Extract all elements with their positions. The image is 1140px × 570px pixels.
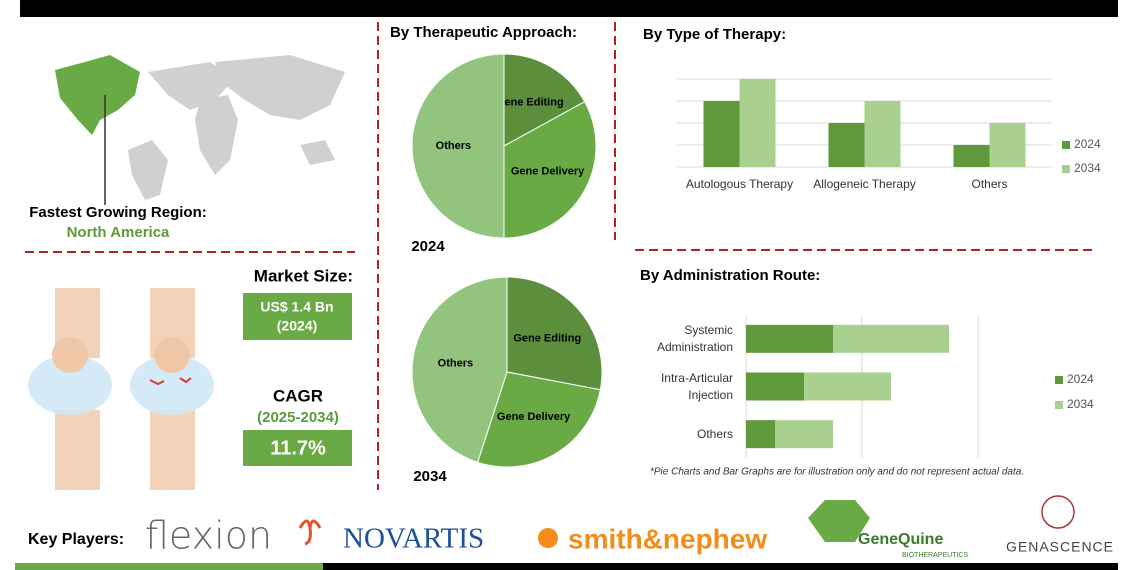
bar <box>804 372 891 401</box>
legend-label: 2024 <box>1074 137 1101 151</box>
x-tick-label: Others <box>971 177 1007 191</box>
slice-label: Gene Editing <box>513 333 581 345</box>
company-logo: flexion <box>145 514 272 558</box>
region-value: North America <box>67 224 170 241</box>
pie-slice <box>411 276 508 463</box>
cagr-label: CAGR <box>273 386 323 405</box>
slice-label: Others <box>436 140 471 152</box>
knee-illustration <box>28 288 214 490</box>
genascence-icon <box>1041 495 1075 529</box>
bar <box>739 79 776 167</box>
pie-year: 2024 <box>411 238 445 255</box>
cagr-box <box>243 430 352 466</box>
slice-label: Gene Editing <box>496 96 564 108</box>
company-logo: smith&nephew <box>568 523 767 554</box>
section-title: By Type of Therapy: <box>643 26 786 43</box>
pie-year: 2034 <box>413 468 447 485</box>
company-logo: GENASCENCE <box>1006 539 1114 555</box>
north-america <box>55 55 140 135</box>
section-title: By Therapeutic Approach: <box>390 24 577 41</box>
pie-slice <box>506 276 603 391</box>
region-label: Fastest Growing Region: <box>29 204 207 221</box>
market-size-value: US$ 1.4 Bn <box>260 299 333 315</box>
bar <box>775 420 833 449</box>
bar <box>953 145 990 167</box>
company-logo: GeneQuine <box>858 531 943 548</box>
section-title: By Administration Route: <box>640 267 820 284</box>
market-size-year: (2024) <box>277 318 317 334</box>
legend-swatch <box>1062 165 1070 173</box>
pie-slice <box>503 100 597 239</box>
bar <box>828 123 865 167</box>
slice-label: Gene Delivery <box>511 166 585 178</box>
x-tick-label: Autologous Therapy <box>686 177 793 191</box>
market-size-box <box>243 293 352 340</box>
company-logo: NOVARTIS <box>343 523 484 555</box>
world-map <box>128 55 345 200</box>
pie-slice <box>477 371 601 468</box>
market-size-label: Market Size: <box>254 266 353 285</box>
y-tick-label: Others <box>696 426 733 441</box>
slice-label: Gene Delivery <box>497 411 571 423</box>
legend-label: 2024 <box>1067 372 1094 386</box>
pie-slice <box>503 53 586 147</box>
bar <box>746 372 804 401</box>
legend-swatch <box>1055 376 1063 384</box>
pie-slice <box>411 53 505 239</box>
legend-swatch <box>1062 141 1070 149</box>
legend-label: 2034 <box>1067 397 1094 411</box>
cagr-value: 11.7% <box>270 437 326 459</box>
dividers <box>25 22 1092 490</box>
bar <box>703 101 740 167</box>
legend-label: 2034 <box>1074 161 1101 175</box>
footnote: *Pie Charts and Bar Graphs are for illus… <box>650 467 1024 478</box>
x-tick-label: Allogeneic Therapy <box>813 177 916 191</box>
slice-label: Others <box>438 358 473 370</box>
y-tick-label: Systemic Administration <box>656 322 733 354</box>
bar <box>746 324 833 353</box>
genequine-icon <box>808 500 870 542</box>
y-tick-label: Intra-Articular Injection <box>660 370 733 402</box>
title-bar <box>20 0 1118 17</box>
footer-bar <box>323 563 1118 570</box>
cagr-period: (2025-2034) <box>257 409 339 426</box>
novartis-icon <box>298 519 322 546</box>
key-players-label: Key Players: <box>28 531 124 548</box>
footer-bar <box>15 563 323 570</box>
bar <box>833 324 949 353</box>
smith-icon <box>538 528 558 548</box>
company-tagline: BIOTHERAPEUTICS <box>902 552 968 559</box>
legend-swatch <box>1055 401 1063 409</box>
bar <box>746 420 775 449</box>
bar <box>989 123 1026 167</box>
bar <box>864 101 901 167</box>
